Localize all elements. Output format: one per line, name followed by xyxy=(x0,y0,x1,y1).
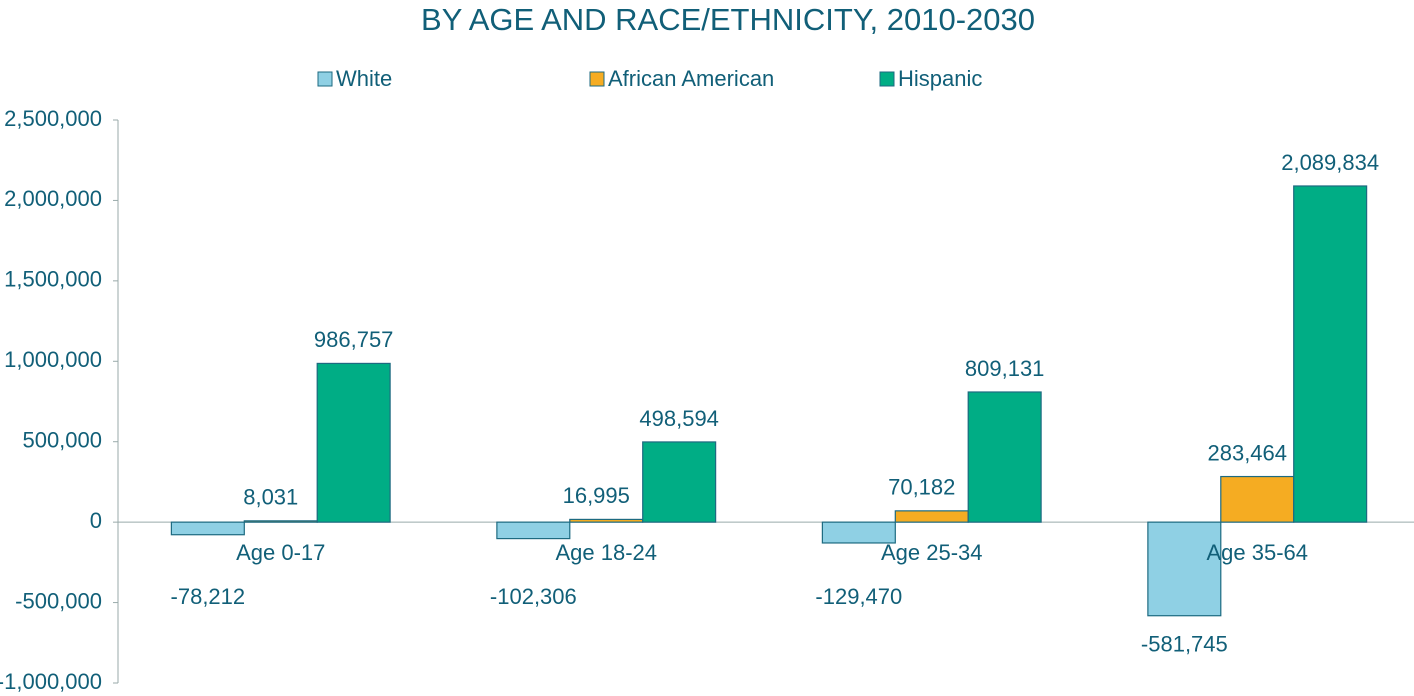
bar xyxy=(316,362,391,523)
y-tick-label: 500,000 xyxy=(22,428,102,453)
legend-label: African American xyxy=(608,66,774,91)
value-label: -129,470 xyxy=(815,584,902,609)
x-tick-label: Age 0-17 xyxy=(236,540,325,565)
bar xyxy=(642,441,717,523)
y-tick-label: 0 xyxy=(90,508,102,533)
value-label: 70,182 xyxy=(888,475,955,500)
bar xyxy=(967,391,1042,523)
y-tick-label: 1,000,000 xyxy=(4,347,102,372)
legend-swatch xyxy=(317,71,333,87)
y-tick-label: -1,000,000 xyxy=(0,669,102,694)
value-label: 8,031 xyxy=(243,485,298,510)
value-label: 283,464 xyxy=(1207,440,1287,465)
legend-label: White xyxy=(336,66,392,91)
bar xyxy=(1293,185,1368,523)
y-tick-label: 2,000,000 xyxy=(4,186,102,211)
bar xyxy=(1220,475,1295,523)
x-tick-label: Age 25-34 xyxy=(881,540,983,565)
legend-swatch xyxy=(879,71,895,87)
value-label: -581,745 xyxy=(1141,632,1228,657)
value-label: 2,089,834 xyxy=(1281,150,1379,175)
value-label: 16,995 xyxy=(563,483,630,508)
x-tick-label: Age 18-24 xyxy=(555,540,657,565)
value-label: -78,212 xyxy=(171,584,246,609)
legend-swatch xyxy=(589,71,605,87)
y-tick-label: 1,500,000 xyxy=(4,267,102,292)
value-label: 986,757 xyxy=(314,327,394,352)
bar xyxy=(243,520,318,523)
bar xyxy=(1147,521,1222,617)
x-tick-label: Age 35-64 xyxy=(1206,540,1308,565)
chart-title: BY AGE AND RACE/ETHNICITY, 2010-2030 xyxy=(421,2,1035,37)
bar xyxy=(821,521,896,544)
bar xyxy=(569,518,644,523)
value-label: -102,306 xyxy=(490,584,577,609)
legend-label: Hispanic xyxy=(898,66,982,91)
bar xyxy=(170,521,245,536)
y-tick-label: -500,000 xyxy=(15,588,102,613)
bar xyxy=(496,521,571,540)
value-label: 498,594 xyxy=(639,406,719,431)
y-tick-label: 2,500,000 xyxy=(4,106,102,131)
value-label: 809,131 xyxy=(965,356,1045,381)
bar xyxy=(894,510,969,523)
